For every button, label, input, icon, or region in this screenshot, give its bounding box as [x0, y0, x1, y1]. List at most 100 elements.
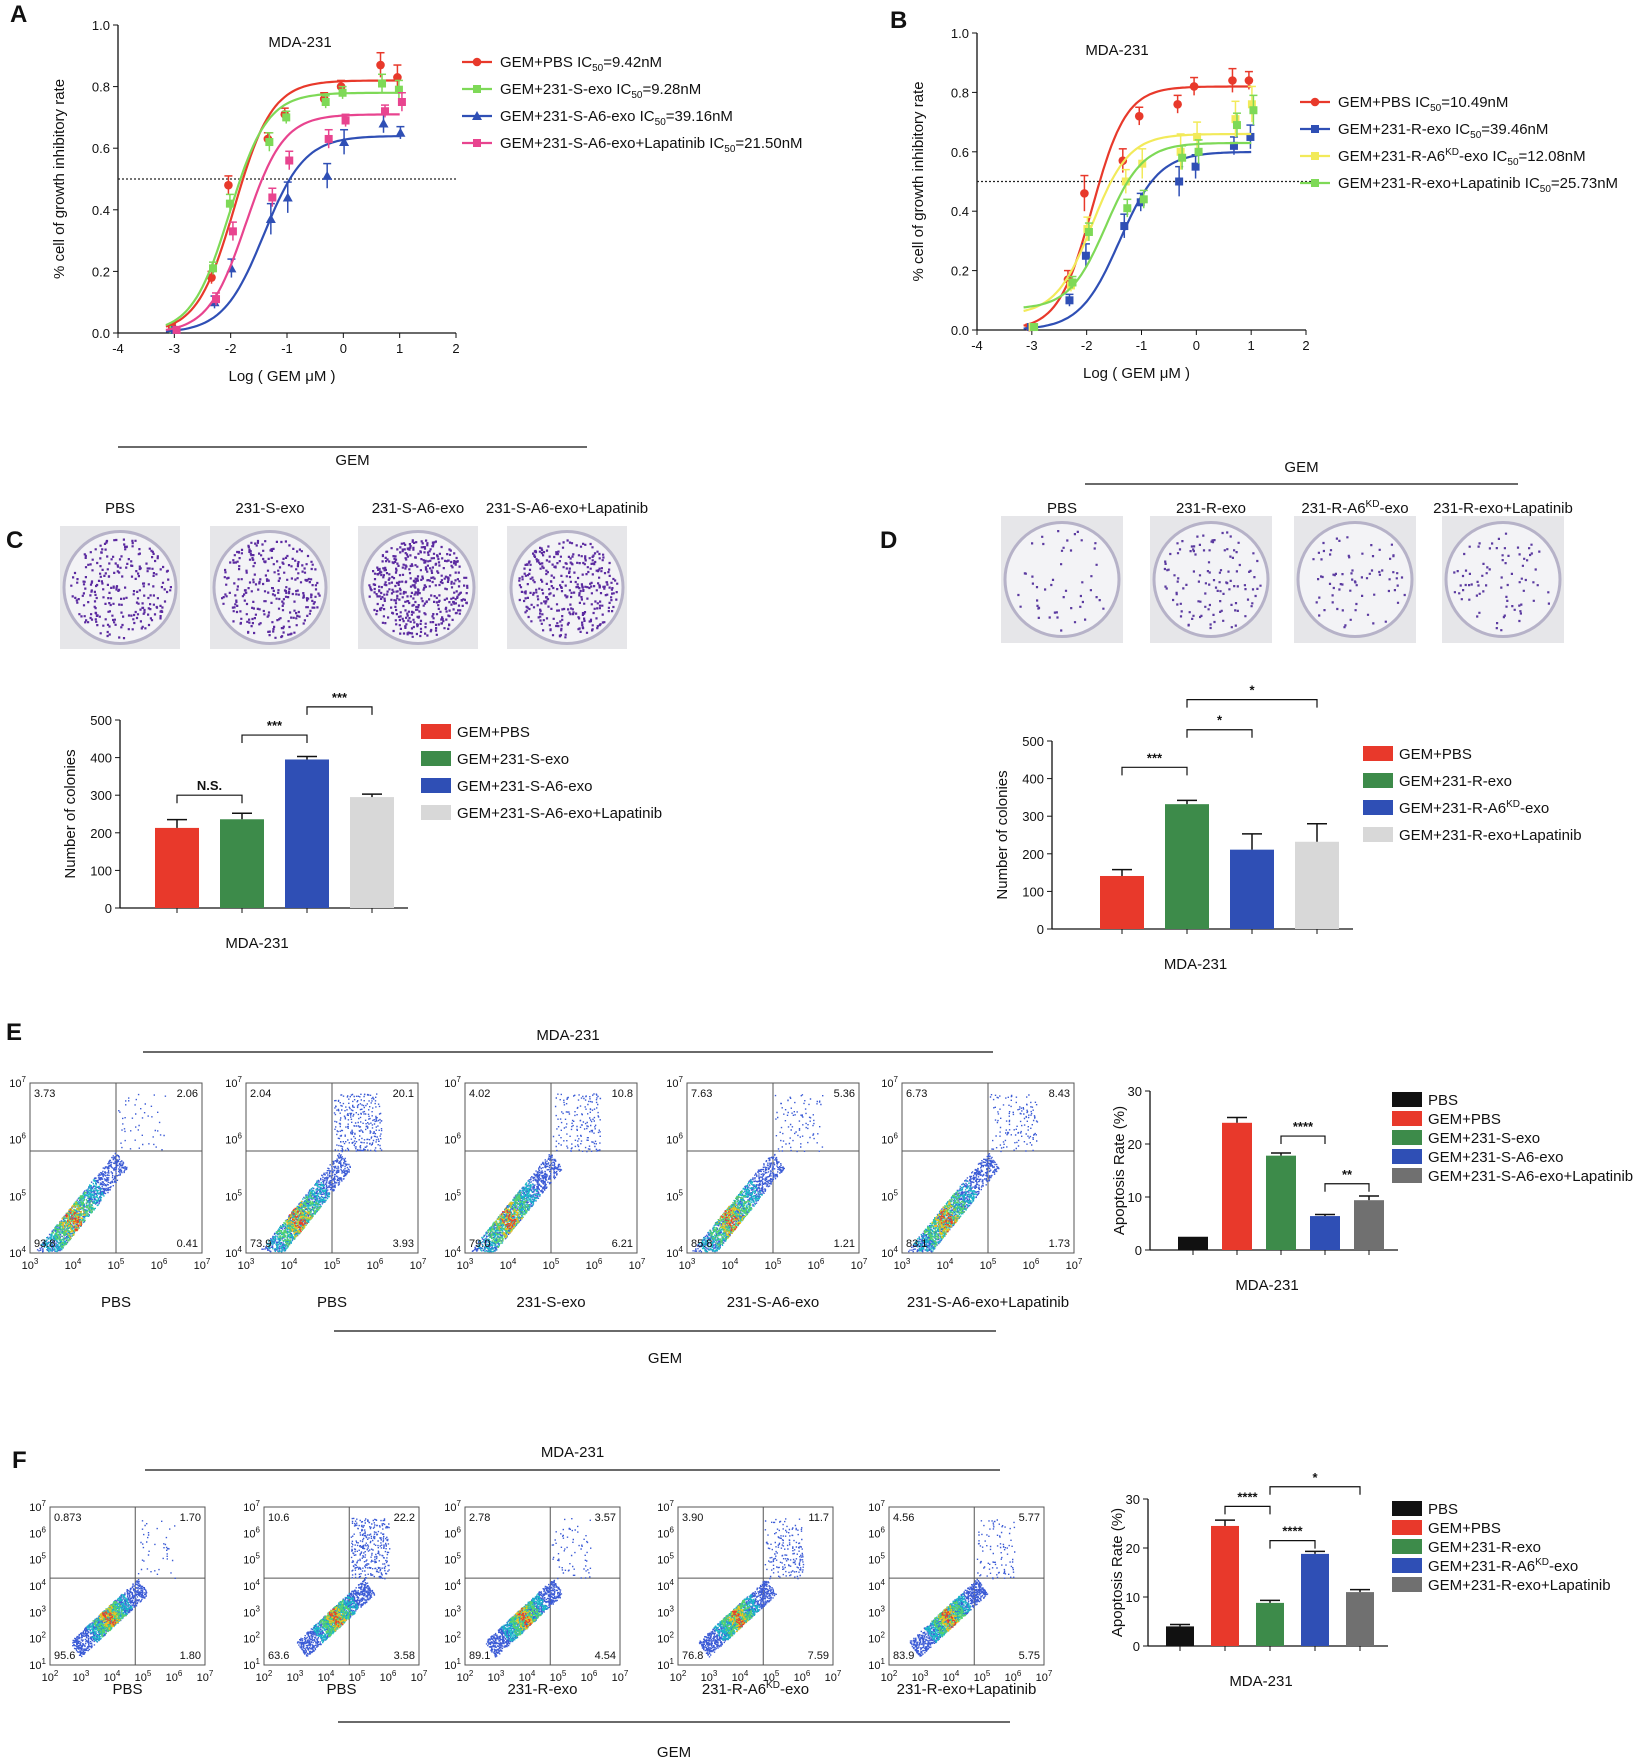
y-axis-tick-label: 105	[243, 1552, 260, 1567]
y-tick-label: 10	[1126, 1590, 1140, 1605]
data-point	[338, 88, 347, 97]
x-axis-tick-label: 104	[519, 1669, 536, 1684]
flow-plot-label-pre: PBS	[326, 1681, 356, 1698]
tick-base: 10	[629, 1260, 641, 1272]
tick-exponent: 5	[256, 1552, 261, 1561]
panel-label-F: F	[12, 1447, 27, 1474]
quadrant-lr-value: 1.80	[180, 1650, 201, 1662]
flow-plot-label: 231-R-exo+Lapatinib	[897, 1681, 1037, 1698]
y-axis-tick-label: 104	[29, 1578, 46, 1593]
significance-label: ***	[1147, 750, 1163, 765]
event-dots	[36, 1152, 128, 1253]
flow-plot-label: PBS	[326, 1681, 356, 1698]
tick-base: 10	[444, 1248, 456, 1260]
tick-exponent: 7	[670, 1499, 675, 1508]
data-point	[265, 214, 276, 224]
legend-marker	[1311, 125, 1319, 133]
data-point	[1081, 251, 1090, 260]
tick-base: 10	[29, 1634, 41, 1646]
tick-exponent: 7	[256, 1499, 261, 1508]
legend-entry-0: GEM+PBS IC50=10.49nM	[1338, 94, 1508, 114]
tick-base: 10	[281, 1260, 293, 1272]
tick-exponent: 7	[457, 1499, 462, 1508]
tick-exponent: 6	[1017, 1669, 1022, 1678]
legend-swatch	[1363, 746, 1393, 761]
tick-base: 10	[732, 1672, 744, 1684]
data-point	[212, 295, 221, 304]
x-axis-tick-label: 107	[825, 1669, 842, 1684]
x-axis-tick-label: 107	[197, 1669, 214, 1684]
quadrant-ll-value: 76.8	[682, 1650, 703, 1662]
tick-base: 10	[411, 1672, 423, 1684]
significance-label: *	[1249, 683, 1255, 698]
y-axis-tick-label: 105	[29, 1552, 46, 1567]
tick-base: 10	[868, 1528, 880, 1540]
y-axis-tick-label: 106	[225, 1132, 242, 1147]
y-axis-tick-label: 104	[444, 1245, 461, 1260]
y-axis-tick-label: 105	[666, 1188, 683, 1203]
x-axis-tick-label: 103	[894, 1257, 911, 1272]
tick-exponent: 7	[679, 1075, 684, 1084]
significance-label: ****	[1237, 1489, 1258, 1504]
x-axis-tick-label: 106	[151, 1257, 168, 1272]
event-dots	[500, 1207, 517, 1230]
tick-exponent: 4	[512, 1257, 517, 1266]
tick-base: 10	[881, 1078, 893, 1090]
tick-exponent: 7	[423, 1669, 428, 1678]
bar-3	[1310, 1216, 1340, 1250]
tick-exponent: 7	[206, 1257, 211, 1266]
y-axis-tick-label: 105	[444, 1188, 461, 1203]
data-point	[1228, 76, 1237, 85]
quadrant-ul-value: 2.04	[250, 1088, 271, 1100]
y-axis-tick-label: 101	[657, 1657, 674, 1672]
tick-base: 10	[612, 1672, 624, 1684]
quadrant-ll-value: 89.1	[469, 1650, 490, 1662]
quadrant-ul-value: 0.873	[54, 1512, 82, 1524]
tick-exponent: 5	[881, 1552, 886, 1561]
tick-base: 10	[666, 1135, 678, 1147]
event-dots-upper-right	[764, 1518, 805, 1580]
x-axis-tick-label: 104	[722, 1257, 739, 1272]
bar-1	[1165, 804, 1209, 929]
x-axis-tick-label: 106	[581, 1669, 598, 1684]
legend-swatch	[421, 751, 451, 766]
event-dots	[266, 1180, 330, 1253]
y-tick-label: 0	[1135, 1243, 1142, 1258]
y-axis-tick-label: 104	[868, 1578, 885, 1593]
x-axis-tick-label: 105	[324, 1257, 341, 1272]
event-dots	[923, 1191, 967, 1248]
y-axis-tick-label: 104	[9, 1245, 26, 1260]
x-tick-label: 0	[340, 341, 347, 356]
tick-exponent: 3	[469, 1257, 474, 1266]
legend-swatch	[421, 724, 451, 739]
x-axis-tick-label: 105	[135, 1669, 152, 1684]
tick-exponent: 4	[949, 1257, 954, 1266]
tick-exponent: 6	[820, 1257, 825, 1266]
tick-exponent: 4	[457, 1245, 462, 1254]
tick-exponent: 7	[624, 1669, 629, 1678]
y-axis-tick-label: 107	[444, 1499, 461, 1514]
data-point	[1175, 177, 1184, 186]
tick-base: 10	[42, 1672, 54, 1684]
tick-base: 10	[9, 1078, 21, 1090]
x-axis-tick-label: 103	[238, 1257, 255, 1272]
tick-base: 10	[912, 1672, 924, 1684]
tick-base: 10	[349, 1672, 361, 1684]
tick-base: 10	[238, 1260, 250, 1272]
quadrant-ul-value: 4.56	[893, 1512, 914, 1524]
y-axis-tick-label: 103	[657, 1604, 674, 1619]
tick-exponent: 6	[392, 1669, 397, 1678]
x-axis-label: MDA-231	[1235, 1277, 1298, 1294]
legend-swatch	[1392, 1111, 1422, 1126]
tick-base: 10	[488, 1672, 500, 1684]
quadrant-ur-value: 5.77	[1019, 1512, 1040, 1524]
y-tick-label: 100	[90, 863, 112, 878]
data-point	[268, 193, 277, 202]
legend-entry-1-sub: 50	[631, 90, 643, 101]
